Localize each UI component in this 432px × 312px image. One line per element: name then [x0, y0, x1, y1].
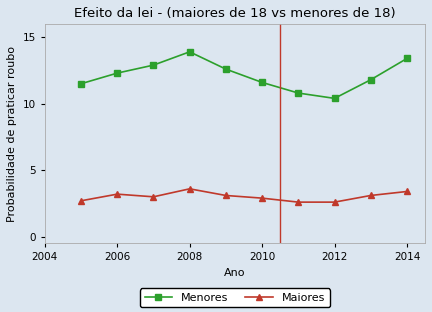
X-axis label: Ano: Ano: [224, 268, 246, 278]
Maiores: [404, 190, 410, 193]
Menores: [404, 56, 410, 60]
Maiores: [260, 196, 265, 200]
Line: Maiores: Maiores: [78, 186, 410, 205]
Title: Efeito da lei - (maiores de 18 vs menores de 18): Efeito da lei - (maiores de 18 vs menore…: [74, 7, 396, 20]
Maiores: [296, 200, 301, 204]
Maiores: [187, 187, 192, 191]
Menores: [368, 78, 373, 82]
Menores: [114, 71, 120, 75]
Legend: Menores, Maiores: Menores, Maiores: [140, 288, 330, 307]
Y-axis label: Probabilidade de praticar roubo: Probabilidade de praticar roubo: [7, 46, 17, 222]
Maiores: [223, 194, 229, 197]
Line: Menores: Menores: [78, 49, 410, 101]
Maiores: [368, 194, 373, 197]
Maiores: [332, 200, 337, 204]
Menores: [296, 91, 301, 95]
Menores: [260, 80, 265, 84]
Maiores: [78, 199, 83, 203]
Menores: [78, 82, 83, 85]
Menores: [151, 63, 156, 67]
Maiores: [151, 195, 156, 199]
Maiores: [114, 192, 120, 196]
Menores: [187, 50, 192, 54]
Menores: [223, 67, 229, 71]
Menores: [332, 96, 337, 100]
